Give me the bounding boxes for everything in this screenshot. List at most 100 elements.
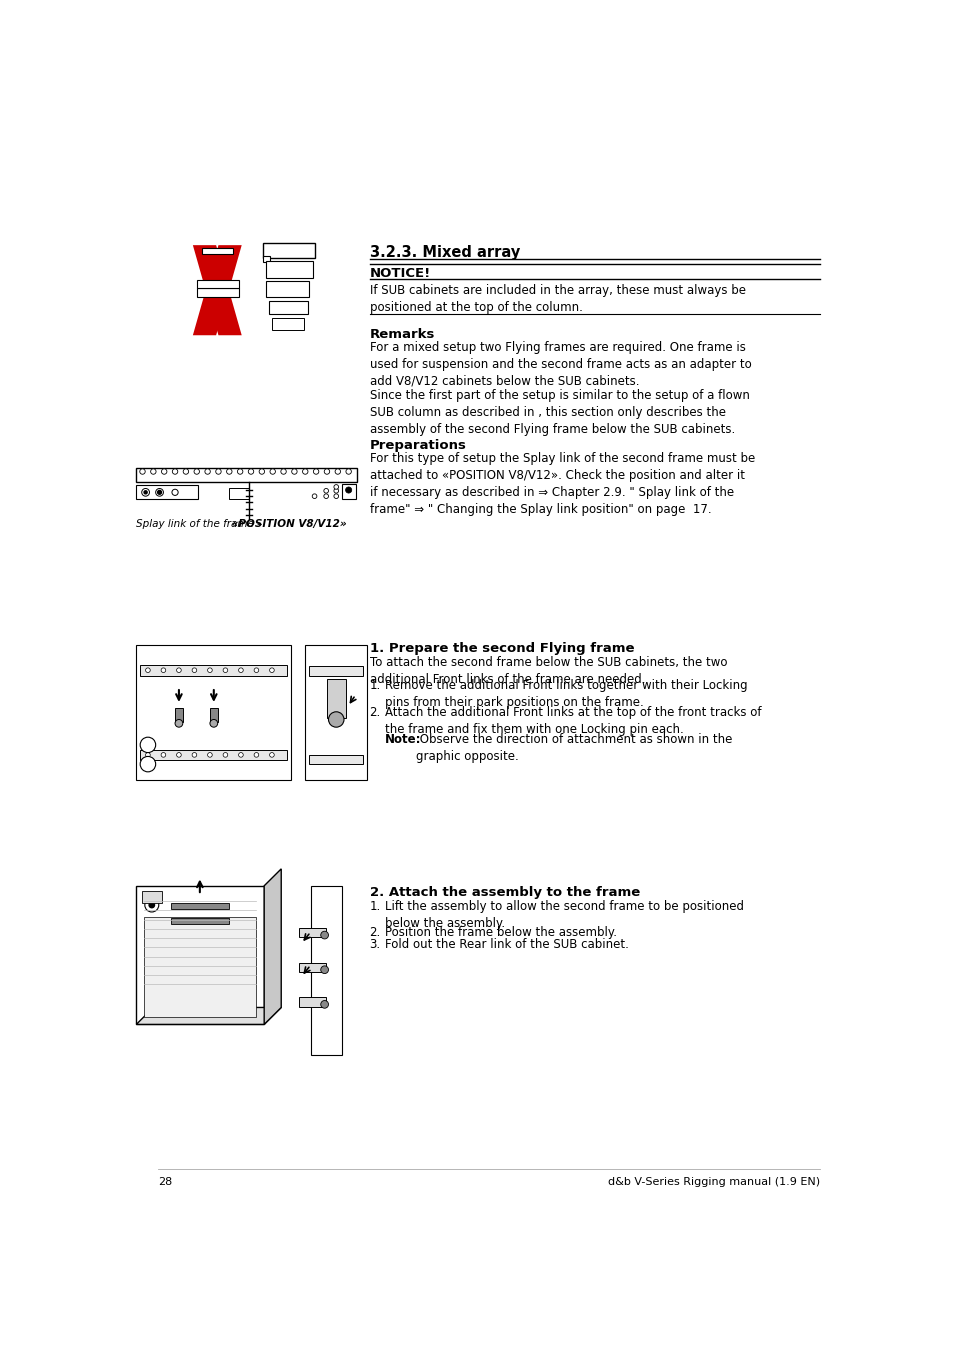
Circle shape [302, 468, 308, 474]
Bar [311, 886, 341, 1056]
Circle shape [155, 489, 163, 497]
Circle shape [176, 668, 181, 672]
Bar [202, 248, 233, 254]
Text: 28: 28 [158, 1177, 172, 1187]
Circle shape [320, 965, 328, 973]
Text: Note:: Note: [385, 733, 421, 747]
Text: Remarks: Remarks [369, 328, 435, 340]
Circle shape [142, 489, 150, 497]
Bar [262, 256, 270, 262]
Text: If SUB cabinets are included in the array, these must always be
positioned at th: If SUB cabinets are included in the arra… [369, 285, 745, 315]
Circle shape [193, 468, 199, 474]
Circle shape [335, 468, 340, 474]
Circle shape [223, 752, 228, 757]
Bar [298, 929, 326, 937]
Circle shape [208, 668, 212, 672]
Bar [272, 319, 304, 329]
Circle shape [161, 668, 166, 672]
Bar [298, 998, 326, 1007]
Bar [136, 486, 198, 500]
Text: 1.: 1. [369, 679, 380, 693]
Bar [142, 891, 162, 903]
Text: NOTICE!: NOTICE! [369, 267, 431, 279]
Circle shape [215, 468, 221, 474]
Circle shape [334, 489, 338, 493]
Text: Since the first part of the setup is similar to the setup of a flown
SUB column : Since the first part of the setup is sim… [369, 389, 749, 436]
Circle shape [227, 468, 232, 474]
Circle shape [192, 668, 196, 672]
Text: Lift the assembly to allow the second frame to be positioned
below the assembly.: Lift the assembly to allow the second fr… [385, 899, 743, 930]
Circle shape [144, 491, 147, 494]
Text: For a mixed setup two Flying frames are required. One frame is
used for suspensi: For a mixed setup two Flying frames are … [369, 340, 751, 387]
Circle shape [183, 468, 189, 474]
Circle shape [149, 902, 154, 907]
Text: Attach the additional Front links at the top of the front tracks of
the frame an: Attach the additional Front links at the… [385, 706, 760, 736]
Bar [171, 918, 229, 925]
Circle shape [238, 752, 243, 757]
Circle shape [208, 752, 212, 757]
Bar [309, 667, 363, 675]
Circle shape [270, 468, 275, 474]
Circle shape [146, 668, 150, 672]
Text: Observe the direction of attachment as shown in the
graphic opposite.: Observe the direction of attachment as s… [416, 733, 732, 763]
Text: Position the frame below the assembly.: Position the frame below the assembly. [385, 926, 617, 938]
Bar [305, 645, 367, 779]
Text: Remove the additional Front links together with their Locking
pins from their pa: Remove the additional Front links togeth… [385, 679, 747, 710]
Circle shape [323, 489, 328, 493]
Bar [266, 261, 313, 278]
Circle shape [270, 668, 274, 672]
Text: To attach the second frame below the SUB cabinets, the two
additional Front link: To attach the second frame below the SUB… [369, 656, 726, 686]
Polygon shape [193, 246, 241, 335]
Polygon shape [193, 246, 241, 335]
Text: Fold out the Rear link of the SUB cabinet.: Fold out the Rear link of the SUB cabine… [385, 938, 628, 952]
Text: 3.: 3. [369, 938, 380, 952]
Circle shape [280, 468, 286, 474]
Bar [136, 468, 356, 482]
Text: d&b V-Series Rigging manual (1.9 EN): d&b V-Series Rigging manual (1.9 EN) [607, 1177, 819, 1187]
Bar [136, 645, 291, 779]
Text: 2. Attach the assembly to the frame: 2. Attach the assembly to the frame [369, 886, 639, 899]
Circle shape [323, 494, 328, 498]
Text: Preparations: Preparations [369, 439, 466, 452]
Circle shape [161, 468, 167, 474]
Circle shape [292, 468, 296, 474]
Circle shape [320, 1000, 328, 1008]
Text: 1. Prepare the second Flying frame: 1. Prepare the second Flying frame [369, 643, 634, 656]
Polygon shape [264, 869, 281, 1025]
Bar [196, 288, 239, 297]
Circle shape [161, 752, 166, 757]
Circle shape [172, 489, 178, 495]
Circle shape [346, 468, 351, 474]
Bar [196, 279, 239, 288]
Bar [140, 664, 287, 675]
Circle shape [151, 468, 156, 474]
Bar [298, 963, 326, 972]
Circle shape [157, 490, 161, 494]
Bar [266, 281, 309, 297]
Bar [210, 707, 217, 722]
Bar [309, 755, 363, 764]
Text: For this type of setup the Splay link of the second frame must be
attached to «P: For this type of setup the Splay link of… [369, 452, 754, 516]
Circle shape [328, 711, 344, 728]
Circle shape [312, 494, 316, 498]
Circle shape [238, 668, 243, 672]
Circle shape [205, 468, 210, 474]
Bar [136, 886, 264, 1025]
Circle shape [140, 756, 155, 772]
Bar [140, 749, 287, 760]
Circle shape [320, 931, 328, 940]
Circle shape [172, 468, 177, 474]
Bar [262, 243, 315, 258]
Circle shape [324, 468, 330, 474]
Circle shape [140, 468, 145, 474]
Text: 2.: 2. [369, 706, 380, 718]
Circle shape [192, 752, 196, 757]
Circle shape [259, 468, 264, 474]
Text: 3.2.3. Mixed array: 3.2.3. Mixed array [369, 246, 519, 261]
Circle shape [253, 752, 258, 757]
Text: 1.: 1. [369, 899, 380, 913]
Circle shape [210, 720, 217, 728]
Bar [269, 301, 307, 315]
Circle shape [345, 487, 352, 493]
Bar [341, 483, 355, 499]
